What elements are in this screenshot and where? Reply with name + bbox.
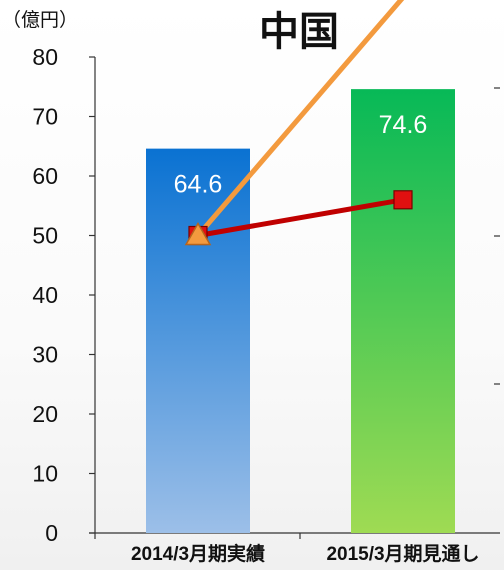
bar: [146, 148, 250, 533]
trend-lines: [184, 0, 413, 246]
y-tick-label: 40: [32, 282, 58, 308]
y-tick-label: 50: [32, 223, 58, 249]
triangle-marker: [184, 221, 212, 246]
y-tick-label: 0: [45, 520, 58, 546]
y-tick-label: 30: [32, 342, 58, 368]
y-tick-label: 20: [32, 401, 58, 427]
y-tick-label: 80: [32, 44, 58, 70]
data-label: 74.6: [379, 111, 428, 139]
bars: [146, 89, 455, 533]
y-tick-label: 60: [32, 163, 58, 189]
square-marker: [393, 190, 413, 210]
data-label: 64.6: [174, 171, 223, 199]
unit-label: （億円）: [2, 9, 78, 31]
y-tick-label: 10: [32, 461, 58, 487]
axes: 0 10 20 30 40 50 60 70 80 2014/3月期実績 2015/3月期見通し: [32, 44, 500, 565]
x-tick-label: 2014/3月期実績: [131, 542, 265, 565]
trend-line: [195, 197, 406, 238]
data-labels: 64.6 74.6: [174, 111, 428, 199]
y-tick-label: 70: [32, 104, 58, 130]
trend-line: [195, 0, 405, 238]
chart-title: 中国: [259, 10, 339, 54]
bar: [351, 89, 455, 533]
x-tick-label: 2015/3月期見通し: [326, 543, 479, 565]
